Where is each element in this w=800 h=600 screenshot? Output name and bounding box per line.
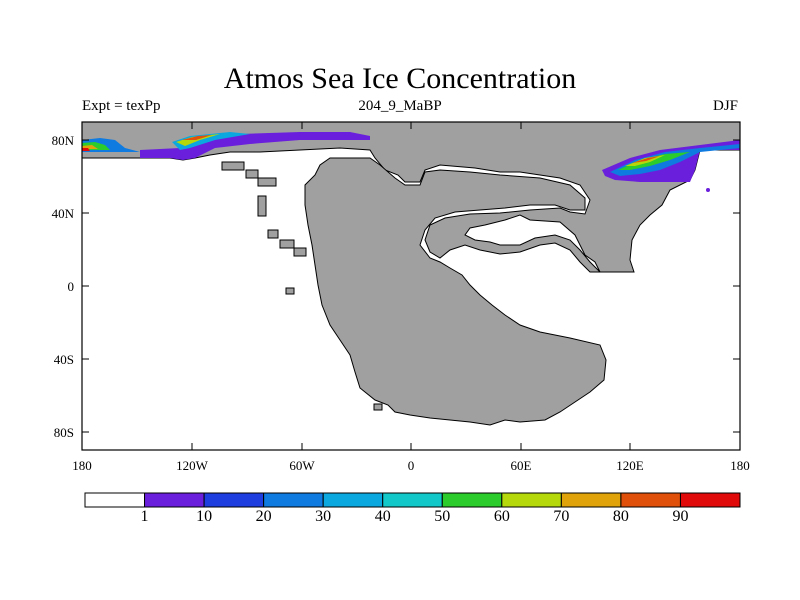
island — [293, 247, 307, 257]
colorbar-swatch — [620, 492, 681, 508]
colorbar-label: 1 — [140, 508, 149, 525]
colorbar — [84, 492, 741, 508]
main-continent — [304, 157, 607, 426]
colorbar-label: 80 — [612, 508, 629, 525]
period-label: 204_9_MaBP — [358, 98, 442, 114]
island — [257, 177, 277, 187]
sea-ice-left — [82, 132, 370, 160]
x-tick-label: 0 — [408, 458, 415, 473]
island — [285, 287, 295, 295]
colorbar-swatch — [560, 492, 622, 508]
y-tick-label: 40N — [52, 206, 75, 221]
colorbar-label: 90 — [672, 508, 689, 525]
land-masses — [81, 121, 741, 426]
x-tick-label: 120W — [176, 458, 209, 473]
colorbar-label: 40 — [374, 508, 391, 525]
colorbar-swatch — [382, 492, 443, 508]
northern-land — [81, 121, 741, 273]
colorbar-swatch — [441, 492, 503, 508]
plot-title: Atmos Sea Ice Concentration — [223, 62, 577, 95]
y-axis — [82, 139, 740, 433]
colorbar-swatch — [203, 492, 265, 508]
colorbar-label: 70 — [553, 508, 570, 525]
y-tick-label: 0 — [68, 279, 75, 294]
y-tick-labels: 80N 40N 0 40S 80S — [52, 133, 75, 440]
island — [221, 161, 245, 171]
season-label: DJF — [712, 98, 738, 114]
colorbar-label: 50 — [434, 508, 451, 525]
colorbar-swatch — [84, 492, 146, 508]
x-tick-label: 120E — [616, 458, 644, 473]
y-tick-label: 80S — [54, 425, 74, 440]
colorbar-swatch — [501, 492, 562, 508]
island — [373, 403, 383, 411]
sea-ice-right — [602, 140, 740, 192]
colorbar-label: 60 — [493, 508, 510, 525]
colorbar-swatch — [322, 492, 384, 508]
island — [245, 169, 259, 179]
x-tick-labels: 180 120W 60W 0 60E 120E 180 — [72, 458, 750, 473]
x-tick-label: 180 — [730, 458, 750, 473]
x-axis — [81, 122, 741, 450]
y-tick-label: 80N — [52, 133, 75, 148]
experiment-label: Expt = texPp — [82, 98, 161, 114]
colorbar-label: 20 — [255, 508, 272, 525]
y-tick-label: 40S — [54, 352, 74, 367]
ice-point — [706, 188, 710, 192]
island — [257, 195, 267, 217]
x-tick-label: 180 — [72, 458, 92, 473]
island — [279, 239, 295, 249]
x-tick-label: 60E — [511, 458, 532, 473]
colorbar-swatch — [144, 492, 205, 508]
colorbar-label: 10 — [196, 508, 213, 525]
x-tick-label: 60W — [289, 458, 315, 473]
island — [267, 229, 279, 239]
colorbar-swatch — [679, 492, 741, 508]
colorbar-swatch — [263, 492, 324, 508]
colorbar-label: 30 — [315, 508, 332, 525]
